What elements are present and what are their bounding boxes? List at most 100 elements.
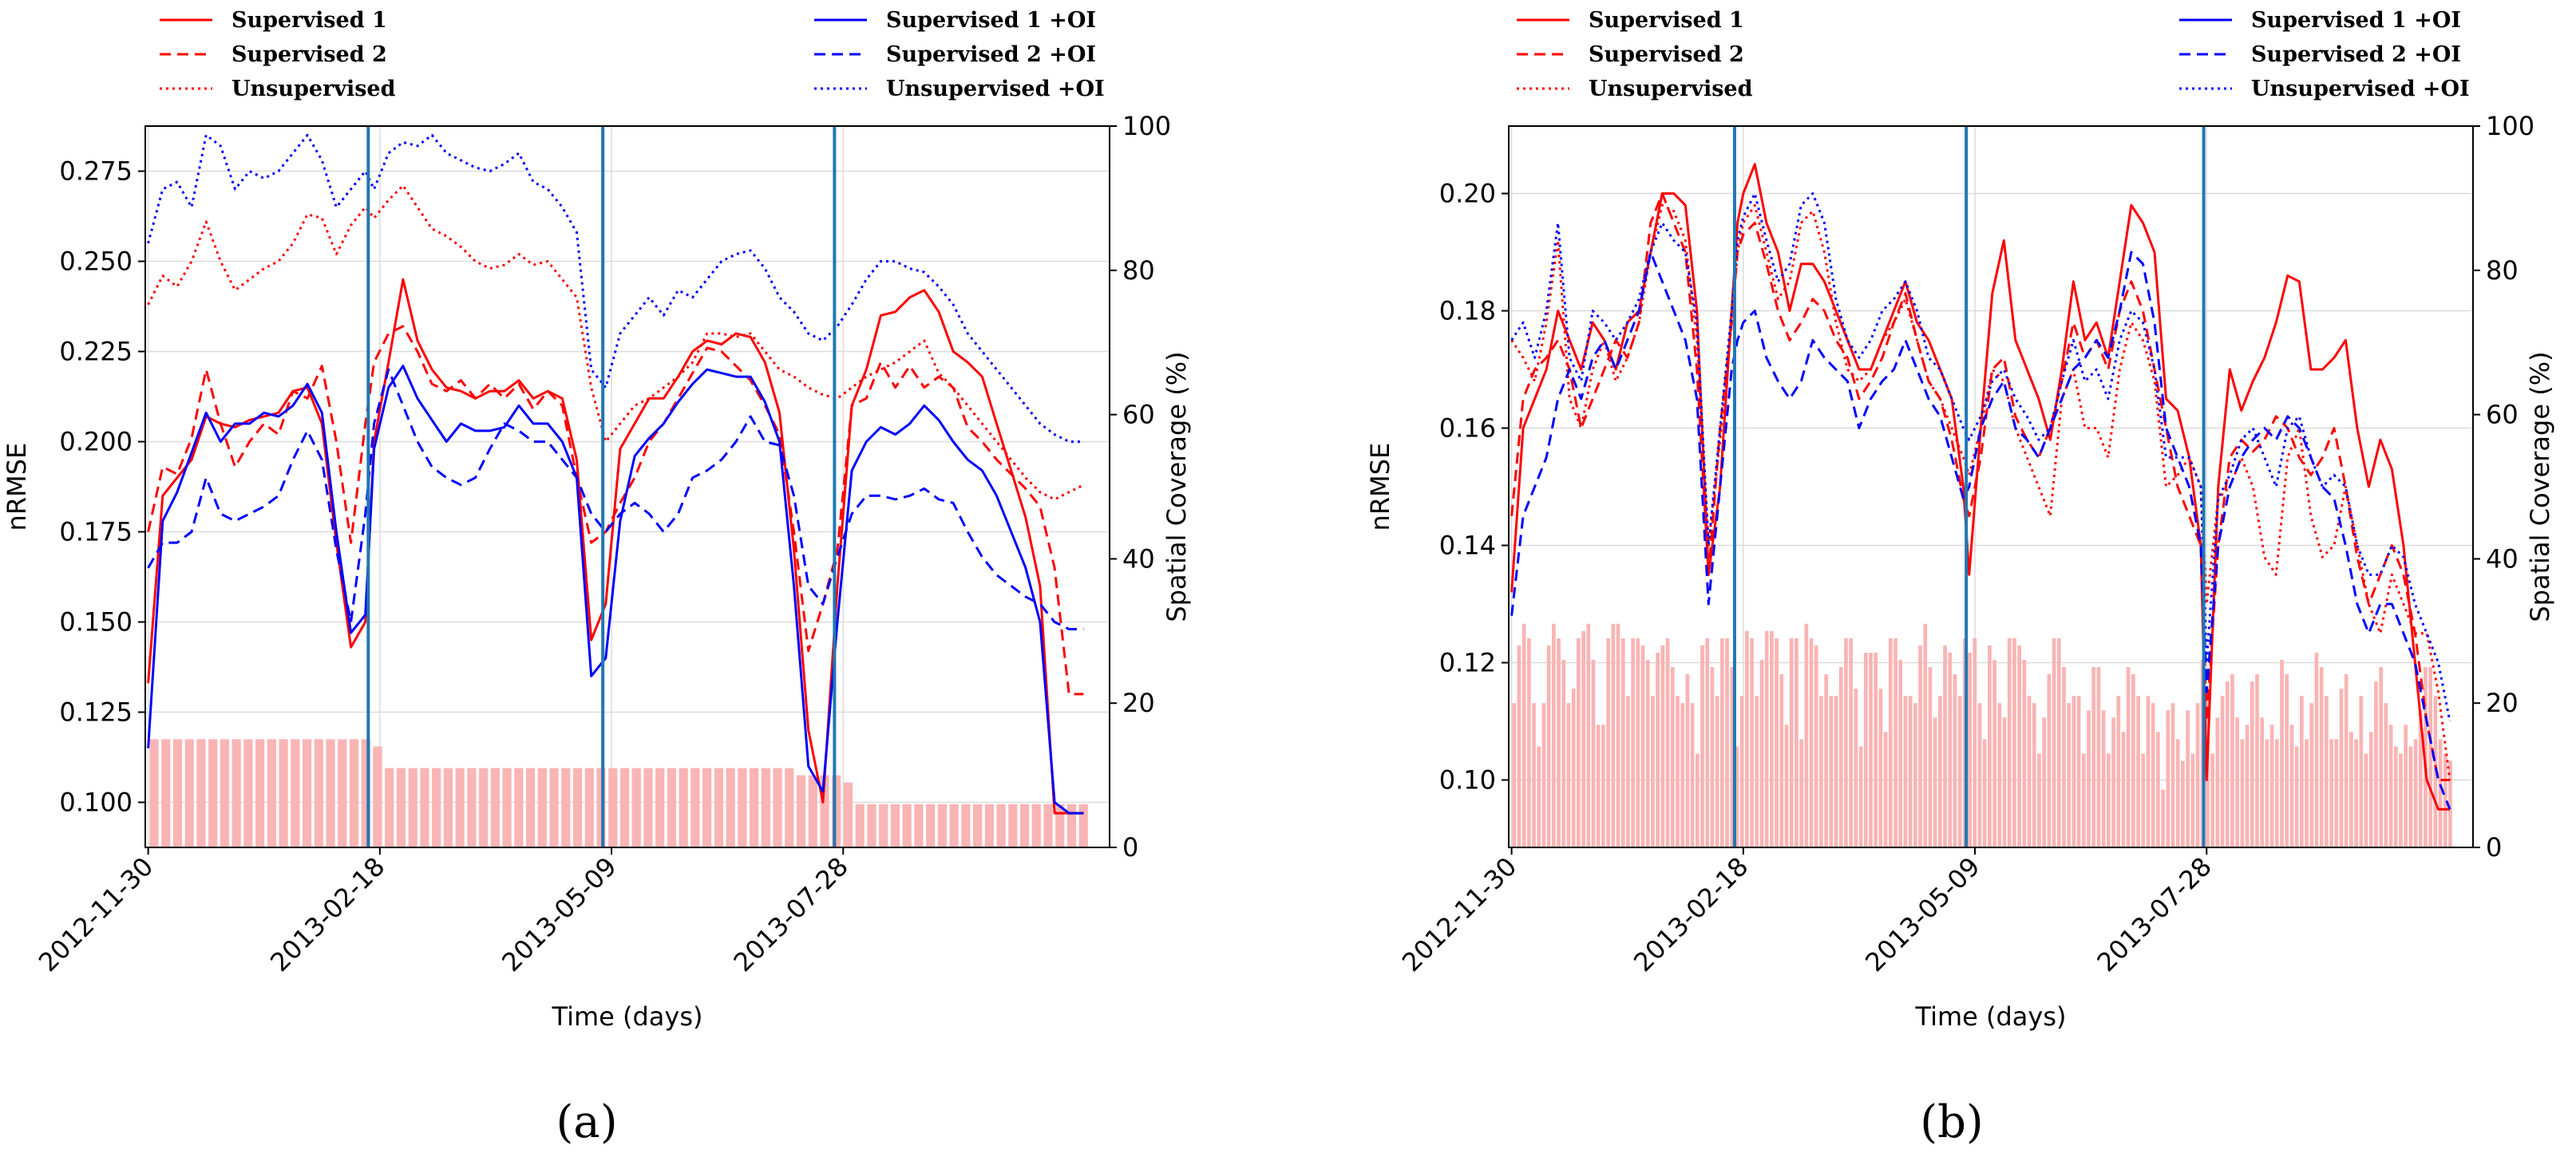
panel-a-coverage-bar [584, 768, 594, 847]
panel-a-xtick-label: 2013-02-18 [264, 851, 390, 977]
panel-a-y2tick-label: 80 [1122, 255, 1155, 286]
panel-b-coverage-bar [1784, 725, 1789, 847]
panel-a-coverage-bar [525, 768, 536, 847]
panel-b-coverage-bar [1700, 645, 1704, 847]
panel-b-coverage-bar [1591, 659, 1596, 847]
panel-b-coverage-bar [1596, 725, 1601, 847]
panel-a-coverage-bar [608, 768, 618, 847]
panel-b-coverage-bar [2056, 638, 2061, 847]
panel-a-y2tick-label: 20 [1122, 688, 1155, 718]
panel-b-coverage-bar [1770, 630, 1774, 847]
panel-a-ytick-label: 0.275 [59, 156, 133, 187]
panel-a-coverage-bar [832, 775, 841, 847]
panel-a-y2tick-label: 40 [1122, 543, 1155, 574]
panel-a-series-line [147, 368, 1084, 630]
panel-b-xtick-label: 2013-05-09 [1859, 851, 1985, 977]
panel-b-coverage-bar [2240, 739, 2245, 847]
panel-b-y2tick-label: 80 [2486, 255, 2519, 286]
panel-a-coverage-bar [761, 768, 770, 847]
panel-b-coverage-bar [2305, 739, 2309, 847]
panel-a-y2tick-label: 0 [1122, 832, 1138, 863]
panel-b-coverage-bar [2325, 696, 2329, 847]
panel-b-coverage-bar [2002, 717, 2007, 847]
panel-a-xtick-label: 2012-11-30 [33, 851, 159, 977]
panel-b-series-line [1510, 192, 2450, 781]
panel-b-coverage-bar [2344, 674, 2348, 847]
panel-a-coverage-bar [302, 739, 312, 847]
panel-b-coverage-bar [2062, 667, 2066, 847]
panel-b-xtick-label: 2013-07-28 [2091, 851, 2218, 977]
panel-a-coverage-bar [785, 768, 794, 847]
panel-b-coverage-bar [1838, 667, 1843, 847]
panel-b-coverage-bar [1690, 703, 1695, 847]
panel-a-coverage-bar [1043, 804, 1053, 847]
panel-a-ytick-label: 0.200 [59, 427, 133, 457]
panel-b-coverage-bar [2052, 638, 2056, 847]
panel-b-coverage-bar [1938, 696, 1942, 847]
panel-b-coverage-bar [1759, 659, 1764, 847]
panel-b-coverage-bar [1943, 645, 1947, 847]
panel-b-coverage-bar [1819, 696, 1823, 847]
panel-b-coverage-bar [1957, 696, 1962, 847]
panel-b-coverage-bar [2195, 703, 2200, 847]
panel-b-coverage-bar [2289, 725, 2294, 847]
panel-b-ytick-label: 0.12 [1439, 647, 1496, 677]
panel-b-coverage-bar [1908, 696, 1913, 847]
panel-b-coverage-bar [2170, 703, 2175, 847]
panel-b-coverage-bar [1636, 638, 1640, 847]
panel-b-coverage-bar [1645, 659, 1650, 847]
panel-a-coverage-bar [455, 768, 465, 847]
panel-a-coverage-bar [1031, 804, 1041, 847]
panel-b-coverage-bar [1710, 667, 1715, 847]
panel-b-coverage-bar [1997, 703, 2002, 847]
panel-b-coverage-bar [1779, 674, 1784, 847]
panel-b-coverage-bar [1878, 689, 1883, 847]
panel-a-legend-label: Supervised 1 +OI [886, 8, 1096, 33]
panel-a-coverage-bar [996, 804, 1006, 847]
panel-b-coverage-bar [1804, 623, 1809, 847]
panel-a-series-line [147, 365, 1084, 815]
panel-a-coverage-bar [208, 739, 218, 847]
panel-a-coverage-bar [479, 768, 489, 847]
panel-a-coverage-bar [385, 768, 394, 847]
panel-a-coverage-bar [914, 804, 924, 847]
panel-b-coverage-bar [1665, 638, 1670, 847]
panel-a-coverage-bar [667, 768, 677, 847]
panel-a-y-axis-label: nRMSE [2, 443, 32, 531]
panel-b-coverage-bar [2294, 746, 2299, 847]
panel-b-coverage-bar [1601, 725, 1605, 847]
panel-b-coverage-bar [2126, 667, 2131, 847]
panel-a-coverage-bar [420, 768, 429, 847]
panel-a-xtick-label: 2013-07-28 [728, 851, 854, 977]
panel-b-coverage-bar [2408, 746, 2413, 847]
panel-a-coverage-bar [973, 804, 983, 847]
panel-b-coverage-bar [2186, 710, 2190, 847]
panel-a-coverage-bar [549, 768, 559, 847]
panel-a-coverage-bar [514, 768, 524, 847]
panel-b-coverage-bar [1898, 659, 1903, 847]
panel-a-coverage-bar [326, 739, 335, 847]
panel-b-coverage-bar [1982, 739, 1987, 847]
panel-b-legend-label: Supervised 2 +OI [2251, 42, 2461, 67]
panel-b-coverage-bar [1616, 623, 1620, 847]
panel-a-coverage-bar [373, 746, 382, 847]
panel-a-coverage-bar [690, 768, 700, 847]
panel-a-coverage-bar [172, 739, 183, 847]
panel-a-coverage-bar [961, 804, 971, 847]
panel-b-coverage-bar [1953, 674, 1957, 847]
panel-b-coverage-bar [1829, 696, 1834, 847]
panel-b-coverage-bar [2384, 703, 2388, 847]
panel-b-coverage-bar [2349, 732, 2353, 847]
panel-b-coverage-bar [1854, 689, 1858, 847]
panel-b-series-line [1510, 203, 2451, 780]
panel-b-coverage-bar [2413, 739, 2418, 847]
panel-b-coverage-bar [1928, 667, 1933, 847]
panel-a-coverage-bar [855, 804, 865, 847]
panel-b-coverage-bar [2007, 638, 2012, 847]
panel-a-coverage-bar [255, 739, 265, 847]
panel-a-coverage-bar [537, 768, 547, 847]
panel-b-x-axis-label: Time (days) [1915, 1001, 2067, 1032]
panel-b-coverage-bar [1626, 696, 1630, 847]
panel-b-coverage-bar [2225, 681, 2230, 847]
panel-a-y2tick-label: 100 [1122, 111, 1171, 141]
